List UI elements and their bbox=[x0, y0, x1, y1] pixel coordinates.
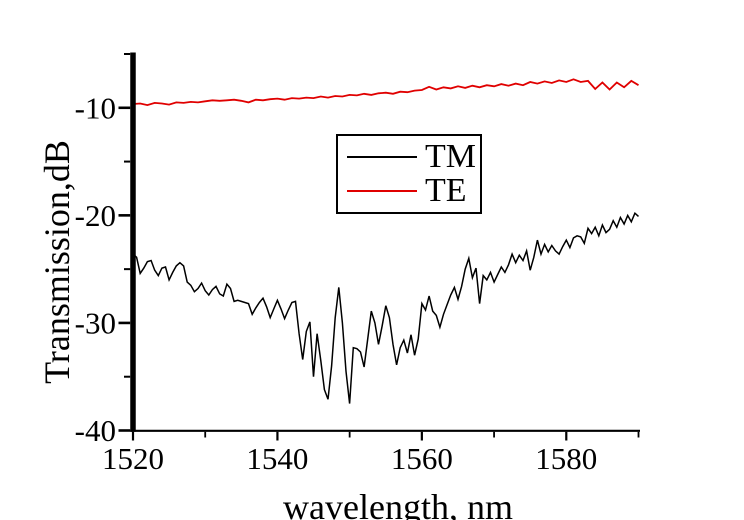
legend-label-tm: TM bbox=[425, 138, 476, 175]
legend-entry-tm: TM bbox=[338, 140, 480, 174]
x-axis-title: wavelength, nm bbox=[283, 487, 513, 520]
x-tick-label: 1520 bbox=[102, 441, 164, 476]
y-tick-label: -30 bbox=[75, 305, 116, 340]
legend: TM TE bbox=[336, 134, 482, 214]
y-tick-label: -20 bbox=[75, 198, 116, 233]
y-tick-label: -10 bbox=[75, 90, 116, 125]
legend-entry-te: TE bbox=[338, 174, 480, 208]
tm-curve bbox=[132, 211, 639, 404]
te-line-sample bbox=[347, 190, 417, 192]
x-tick-label: 1540 bbox=[246, 441, 308, 476]
x-tick-label: 1560 bbox=[391, 441, 453, 476]
tm-line-sample bbox=[347, 156, 417, 158]
te-curve bbox=[132, 78, 639, 107]
x-tick-label: 1580 bbox=[535, 441, 597, 476]
legend-label-te: TE bbox=[425, 172, 467, 209]
y-axis-title: Transmission,dB bbox=[37, 140, 77, 384]
y-tick-label: -40 bbox=[75, 413, 116, 448]
